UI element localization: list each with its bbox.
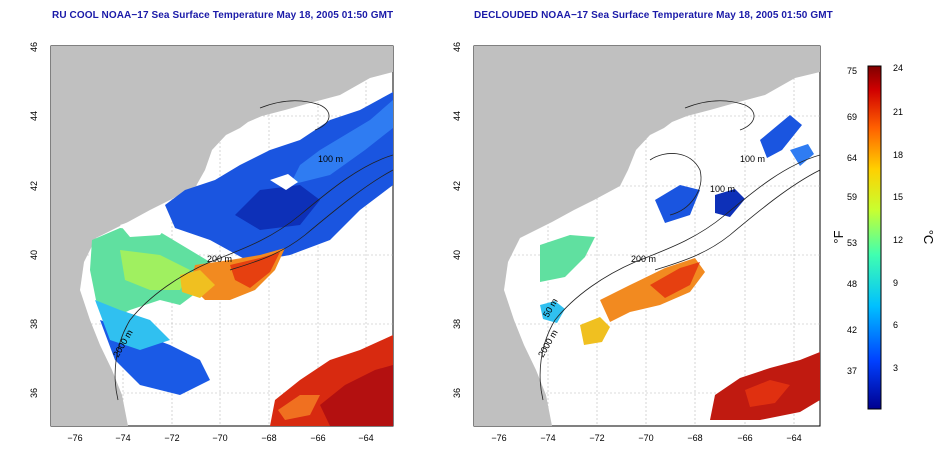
svg-text:40: 40 <box>452 250 462 260</box>
svg-text:−64: −64 <box>786 433 801 443</box>
svg-text:36: 36 <box>452 388 462 398</box>
left-lat-ticks: 46 44 42 40 38 36 <box>29 42 39 398</box>
left-map: 100 m 200 m 2000 m −76 −74 −72 −70 −68 −… <box>29 42 394 443</box>
colorbar-unit-c: °C <box>921 230 936 245</box>
right-lat-ticks: 46 44 42 40 38 36 <box>452 42 462 398</box>
svg-text:−68: −68 <box>687 433 702 443</box>
svg-text:−74: −74 <box>540 433 555 443</box>
svg-text:−70: −70 <box>638 433 653 443</box>
svg-text:69: 69 <box>847 112 857 122</box>
svg-text:36: 36 <box>29 388 39 398</box>
svg-text:42: 42 <box>452 181 462 191</box>
svg-text:38: 38 <box>29 319 39 329</box>
right-map-title: DECLOUDED NOAA−17 Sea Surface Temperatur… <box>474 10 833 21</box>
svg-text:44: 44 <box>452 111 462 121</box>
colorbar-gradient <box>867 65 882 410</box>
svg-text:64: 64 <box>847 153 857 163</box>
right-sst-cold <box>760 115 802 158</box>
svg-text:21: 21 <box>893 107 903 117</box>
svg-text:12: 12 <box>893 235 903 245</box>
svg-text:59: 59 <box>847 192 857 202</box>
left-land <box>51 46 393 426</box>
svg-text:40: 40 <box>29 250 39 260</box>
svg-text:6: 6 <box>893 320 898 330</box>
svg-text:−76: −76 <box>67 433 82 443</box>
svg-text:−74: −74 <box>115 433 130 443</box>
svg-text:3: 3 <box>893 363 898 373</box>
colorbar: 75 69 64 59 53 48 42 37 24 21 18 15 12 9… <box>831 63 936 410</box>
svg-text:53: 53 <box>847 238 857 248</box>
left-contour-label-1: 100 m <box>318 154 343 164</box>
svg-text:46: 46 <box>452 42 462 52</box>
right-map: 100 m 200 m 2000 m 50 m 100 m −76 −74 −7… <box>452 42 821 443</box>
colorbar-unit-f: °F <box>831 230 846 243</box>
svg-text:−66: −66 <box>310 433 325 443</box>
svg-text:42: 42 <box>29 181 39 191</box>
right-sst-shelf <box>540 235 595 282</box>
left-map-title: RU COOL NOAA−17 Sea Surface Temperature … <box>52 10 394 21</box>
svg-text:37: 37 <box>847 366 857 376</box>
svg-text:−68: −68 <box>261 433 276 443</box>
svg-text:−72: −72 <box>164 433 179 443</box>
svg-text:75: 75 <box>847 66 857 76</box>
right-contour-label-1: 100 m <box>740 154 765 164</box>
right-lon-ticks: −76 −74 −72 −70 −68 −66 −64 <box>491 433 801 443</box>
right-contour-label-5: 100 m <box>710 184 735 194</box>
svg-text:38: 38 <box>452 319 462 329</box>
svg-text:15: 15 <box>893 192 903 202</box>
svg-text:−64: −64 <box>358 433 373 443</box>
svg-text:−66: −66 <box>737 433 752 443</box>
svg-text:24: 24 <box>893 63 903 73</box>
svg-text:−76: −76 <box>491 433 506 443</box>
svg-text:−70: −70 <box>212 433 227 443</box>
left-contour-label-2: 200 m <box>207 254 232 264</box>
right-contour-label-2: 200 m <box>631 254 656 264</box>
right-land <box>474 46 820 426</box>
left-contours <box>114 100 393 401</box>
svg-text:9: 9 <box>893 278 898 288</box>
svg-text:48: 48 <box>847 279 857 289</box>
svg-text:18: 18 <box>893 150 903 160</box>
svg-text:42: 42 <box>847 325 857 335</box>
svg-text:46: 46 <box>29 42 39 52</box>
colorbar-c-ticks: 24 21 18 15 12 9 6 3 <box>893 63 903 373</box>
right-contours <box>539 100 820 401</box>
colorbar-f-ticks: 75 69 64 59 53 48 42 37 <box>847 66 857 376</box>
svg-text:44: 44 <box>29 111 39 121</box>
left-lon-ticks: −76 −74 −72 −70 −68 −66 −64 <box>67 433 373 443</box>
svg-text:−72: −72 <box>589 433 604 443</box>
